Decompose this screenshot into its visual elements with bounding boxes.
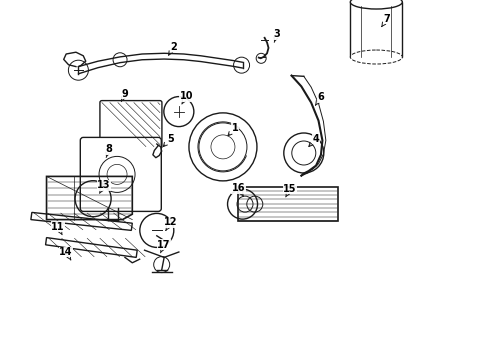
Text: 5: 5 <box>163 134 174 147</box>
Text: 12: 12 <box>164 217 177 230</box>
Text: 11: 11 <box>51 222 65 235</box>
Text: 14: 14 <box>59 247 73 260</box>
Text: 4: 4 <box>309 134 319 147</box>
Text: 16: 16 <box>232 183 245 196</box>
Ellipse shape <box>350 0 402 9</box>
Text: 8: 8 <box>105 144 112 158</box>
Text: 1: 1 <box>228 123 239 136</box>
FancyBboxPatch shape <box>100 100 162 149</box>
Text: 15: 15 <box>283 184 297 197</box>
FancyBboxPatch shape <box>80 138 161 211</box>
Text: 9: 9 <box>122 89 128 102</box>
Text: 13: 13 <box>97 180 111 193</box>
Text: 3: 3 <box>273 29 280 42</box>
Text: 7: 7 <box>382 14 391 27</box>
Ellipse shape <box>350 50 402 64</box>
Text: 2: 2 <box>169 42 177 55</box>
Text: 10: 10 <box>179 91 193 104</box>
Bar <box>350 2 402 57</box>
Text: 6: 6 <box>316 92 324 105</box>
Text: 17: 17 <box>157 240 171 253</box>
